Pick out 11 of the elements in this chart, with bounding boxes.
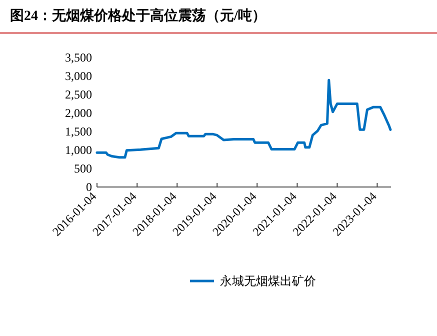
chart-title: 图24：无烟煤价格处于高位震荡（元/吨） [10,7,266,24]
y-tick-label: 500 [74,162,92,176]
y-tick-label: 2,000 [65,106,92,120]
y-tick-label: 1,500 [65,124,92,138]
y-tick-label: 2,500 [65,88,92,102]
y-tick-label: 0 [86,180,92,194]
y-tick-label: 1,000 [65,143,92,157]
legend-label: 永城无烟煤出矿价 [220,274,316,288]
y-tick-label: 3,000 [65,69,92,83]
y-tick-label: 3,500 [65,50,92,64]
line-series [96,78,392,159]
